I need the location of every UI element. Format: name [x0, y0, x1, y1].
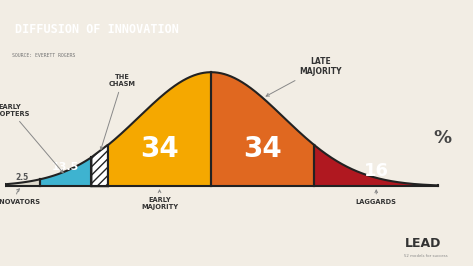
Polygon shape — [315, 146, 438, 186]
Text: 13.5: 13.5 — [52, 162, 79, 172]
Polygon shape — [211, 72, 315, 186]
Text: 2.5: 2.5 — [16, 173, 29, 182]
Text: 34: 34 — [243, 135, 282, 163]
Text: INNOVATORS: INNOVATORS — [0, 189, 41, 205]
Text: EARLY
MAJORITY: EARLY MAJORITY — [141, 190, 178, 210]
Polygon shape — [108, 72, 211, 186]
Text: DIFFUSION OF INNOVATION: DIFFUSION OF INNOVATION — [15, 23, 179, 36]
Text: LAGGARDS: LAGGARDS — [356, 190, 397, 205]
Polygon shape — [40, 157, 91, 186]
Text: SOURCE: EVERETT ROGERS: SOURCE: EVERETT ROGERS — [12, 53, 75, 58]
Text: THE
CHASM: THE CHASM — [100, 74, 136, 149]
Text: 34: 34 — [140, 135, 179, 163]
Text: EARLY
ADOPTERS: EARLY ADOPTERS — [0, 103, 63, 173]
Text: %: % — [433, 129, 451, 147]
Polygon shape — [5, 179, 40, 186]
Text: LEAD: LEAD — [404, 237, 441, 250]
Text: 52 models for success: 52 models for success — [404, 254, 448, 258]
Polygon shape — [91, 145, 108, 186]
Text: LATE
MAJORITY: LATE MAJORITY — [266, 57, 342, 96]
Text: 16: 16 — [364, 162, 389, 180]
